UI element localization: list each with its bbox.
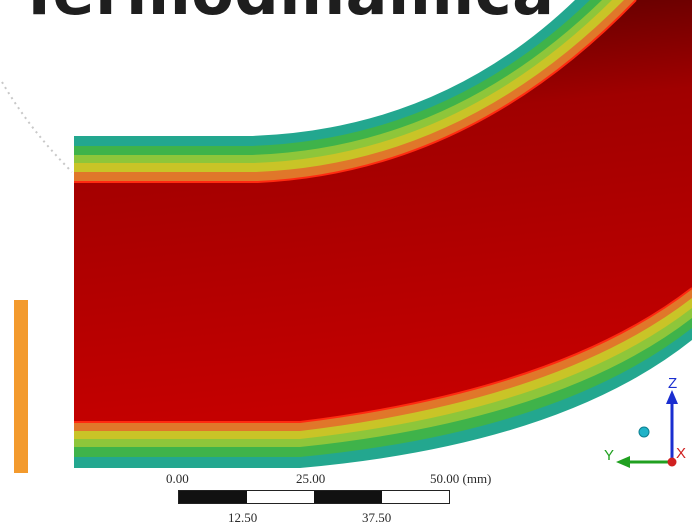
coordinate-triad-icon[interactable]: Z Y X	[598, 374, 688, 474]
scale-bar	[178, 490, 450, 504]
slide-title: Termodinâmica	[18, 0, 554, 29]
origin-sphere-icon	[638, 426, 650, 438]
scale-segment-3	[314, 491, 382, 503]
scale-label-bottom-0: 12.50	[228, 510, 258, 525]
accent-bar	[14, 300, 28, 473]
scale-segment-1	[179, 491, 247, 503]
scale-label-top-2: 50.00 (mm)	[430, 471, 492, 486]
scale-segment-4	[381, 491, 449, 503]
scale-label-top-0: 0.00	[166, 471, 189, 486]
scale-label-bottom-1: 37.50	[362, 510, 392, 525]
axis-z-label: Z	[668, 375, 677, 392]
axis-y-label: Y	[604, 447, 614, 464]
axis-x-label: X	[676, 445, 686, 462]
scale-segment-2	[246, 491, 314, 503]
pipe-core	[74, 0, 692, 422]
scale-label-top-1: 25.00	[296, 471, 326, 486]
